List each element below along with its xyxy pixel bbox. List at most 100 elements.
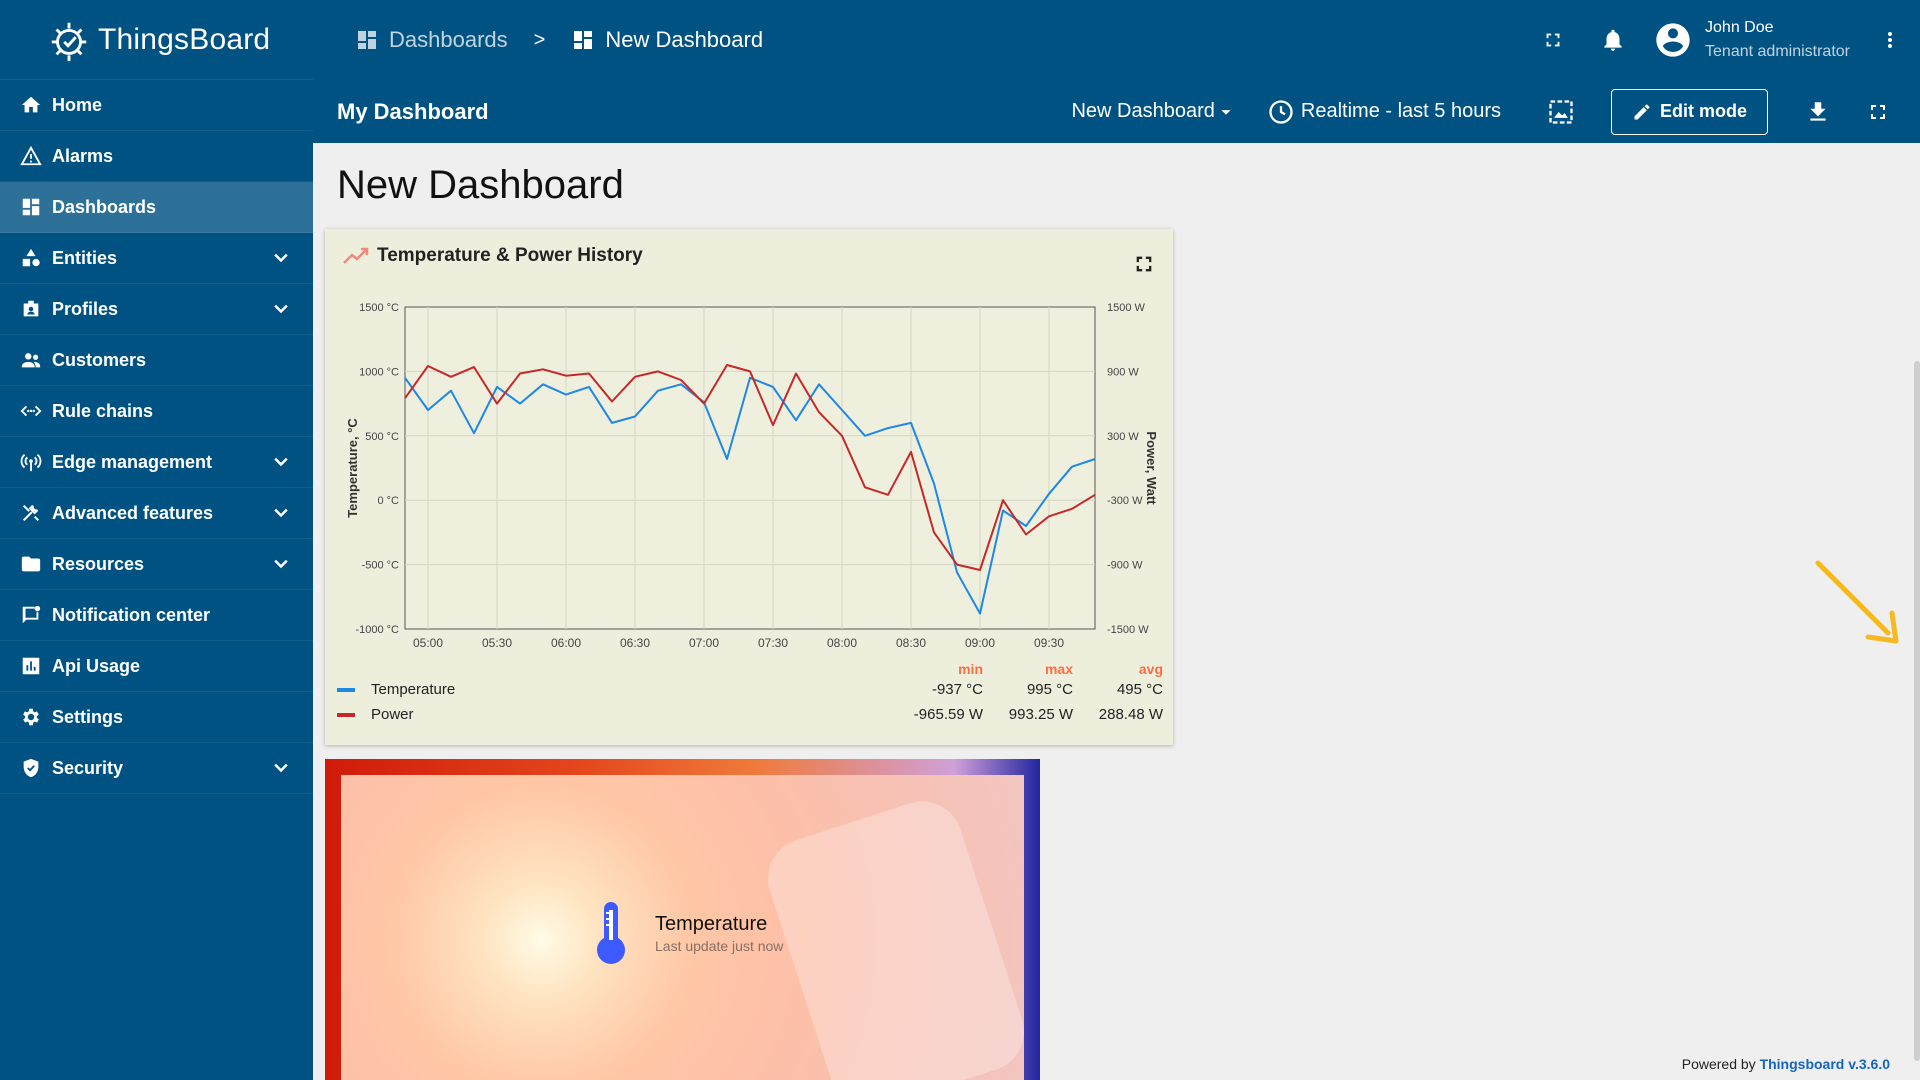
legend-header-min: min — [958, 661, 983, 677]
thingsboard-logo-icon — [51, 22, 87, 61]
legend-label: Temperature — [371, 681, 456, 698]
sidebar-item-advanced-features[interactable]: Advanced features — [0, 488, 313, 539]
edge-icon — [20, 451, 42, 473]
sidebar-item-resources[interactable]: Resources — [0, 539, 313, 590]
chevron-down-icon — [274, 253, 288, 263]
y-left-tick-label: 1000 °C — [359, 366, 399, 378]
legend-label: Power — [371, 706, 414, 723]
powered-by: Powered by Thingsboard v.3.6.0 — [1682, 1056, 1890, 1072]
legend-avg: 495 °C — [1116, 681, 1163, 698]
arrow-drop-down-icon — [1221, 109, 1231, 115]
chart-legend: min max avg Temperature -937 °C 995 °C 4… — [337, 661, 1163, 727]
chevron-down-icon — [274, 508, 288, 518]
user-menu[interactable]: John Doe Tenant administrator — [1653, 16, 1850, 64]
sidebar: ThingsBoard Home Alarms Dashboards Entities… — [0, 0, 313, 1080]
legend-max: 995 °C — [1026, 681, 1073, 698]
y-right-tick-label: -900 W — [1107, 560, 1143, 572]
y-right-tick-label: 900 W — [1107, 366, 1139, 378]
dashboard-fullscreen-button[interactable] — [1848, 87, 1908, 137]
breadcrumb-dashboards[interactable]: Dashboards — [355, 27, 508, 53]
arrow-annotation-icon — [1815, 560, 1899, 644]
legend-row-temperature[interactable]: Temperature -937 °C 995 °C 495 °C — [337, 677, 1163, 702]
legend-header-avg: avg — [1138, 661, 1163, 677]
temperature-info: Temperature Last update just now — [591, 900, 783, 966]
temperature-label: Temperature — [655, 912, 768, 935]
chevron-down-icon — [274, 457, 288, 467]
edit-mode-label: Edit mode — [1659, 101, 1747, 121]
temperature-widget[interactable]: Temperature Last update just now — [325, 759, 1040, 1080]
sidebar-item-entities[interactable]: Entities — [0, 233, 313, 284]
user-role: Tenant administrator — [1705, 43, 1850, 60]
edit-mode-button[interactable]: Edit mode — [1610, 88, 1768, 135]
series-line-temperature — [404, 376, 1096, 615]
x-tick-label: 06:00 — [551, 636, 581, 650]
y-right-tick-label: 300 W — [1107, 431, 1139, 443]
y-left-tick-label: -1000 °C — [355, 624, 399, 636]
breadcrumb-label: Dashboards — [389, 27, 508, 52]
sidebar-item-profiles[interactable]: Profiles — [0, 284, 313, 335]
dashboard-icon — [358, 31, 376, 49]
chart-plot: 1500 °C 1500 W 1000 °C 900 W 500 °C 300 W 0 °C… — [345, 302, 1159, 650]
breadcrumb: Dashboards > New Dashboard — [355, 27, 763, 53]
breadcrumb-separator: > — [533, 28, 546, 51]
user-name: John Doe — [1705, 19, 1774, 36]
gear-icon — [20, 706, 42, 728]
thingsboard-version-link[interactable]: Thingsboard v.3.6.0 — [1759, 1056, 1890, 1072]
y-left-tick-label: 500 °C — [365, 431, 399, 443]
thermometer-icon — [597, 902, 625, 964]
sidebar-item-label: Customers — [52, 349, 147, 370]
sidebar-item-label: Advanced features — [52, 502, 214, 523]
chevron-down-icon — [274, 304, 288, 314]
x-tick-label: 08:00 — [827, 636, 857, 650]
widget-fullscreen-icon[interactable] — [1133, 253, 1155, 275]
pencil-icon — [1634, 103, 1650, 119]
sidebar-item-customers[interactable]: Customers — [0, 335, 313, 386]
sidebar-item-label: Profiles — [52, 298, 119, 319]
export-image-button[interactable] — [1531, 87, 1591, 137]
sidebar-item-edge-management[interactable]: Edge management — [0, 437, 313, 488]
sidebar-item-alarms[interactable]: Alarms — [0, 131, 313, 182]
dashboard-canvas: New Dashboard 1500 °C 1500 W 1000 °C 900 W 5… — [313, 143, 1920, 1080]
temperature-update-time: Last update just now — [655, 937, 784, 954]
account-circle-icon — [1656, 23, 1690, 57]
dashboard-state-select[interactable]: New Dashboard — [1071, 100, 1236, 123]
chart-widget-title: Temperature & Power History — [377, 245, 643, 266]
legend-header: min max avg — [337, 661, 1163, 677]
dashboard-title: New Dashboard — [337, 163, 624, 207]
thermometer-photo — [757, 790, 1035, 1080]
x-tick-label: 07:30 — [758, 636, 788, 650]
y-left-tick-label: -500 °C — [362, 560, 399, 572]
timewindow-button[interactable]: Realtime - last 5 hours — [1267, 98, 1501, 126]
sidebar-item-notification-center[interactable]: Notification center — [0, 590, 313, 641]
legend-swatch — [337, 712, 355, 717]
notifications-button[interactable] — [1583, 10, 1643, 70]
y-left-tick-label: 0 °C — [377, 495, 399, 507]
fullscreen-icon — [1871, 104, 1885, 119]
sidebar-item-security[interactable]: Security — [0, 743, 313, 794]
bell-icon — [1604, 29, 1622, 51]
series-line-power — [404, 364, 1096, 571]
sidebar-item-api-usage[interactable]: Api Usage — [0, 641, 313, 692]
sidebar-item-label: Rule chains — [52, 400, 154, 421]
dashboard-toolbar: My Dashboard New Dashboard Realtime - la… — [313, 80, 1920, 143]
scrollbar[interactable] — [1914, 361, 1920, 1061]
sidebar-item-label: Notification center — [52, 604, 211, 625]
plot-area — [404, 306, 1096, 630]
sidebar-item-home[interactable]: Home — [0, 80, 313, 131]
legend-min: -965.59 W — [913, 706, 983, 723]
brand-logo[interactable]: ThingsBoard — [0, 0, 313, 80]
sidebar-item-settings[interactable]: Settings — [0, 692, 313, 743]
sidebar-item-dashboards[interactable]: Dashboards — [0, 182, 313, 233]
chart-widget: 1500 °C 1500 W 1000 °C 900 W 500 °C 300 W 0 °C… — [325, 229, 1173, 745]
legend-row-power[interactable]: Power -965.59 W 993.25 W 288.48 W — [337, 702, 1163, 727]
fullscreen-button[interactable] — [1523, 10, 1583, 70]
sidebar-item-label: Settings — [52, 706, 124, 727]
y-right-axis-label: Power, Watt — [1144, 431, 1159, 505]
sidebar-item-rule-chains[interactable]: Rule chains — [0, 386, 313, 437]
profiles-icon — [20, 298, 42, 320]
legend-min: -937 °C — [931, 681, 983, 698]
shield-icon — [20, 757, 42, 779]
legend-header-max: max — [1044, 661, 1073, 677]
download-button[interactable] — [1788, 87, 1848, 137]
more-menu-button[interactable] — [1860, 10, 1920, 70]
